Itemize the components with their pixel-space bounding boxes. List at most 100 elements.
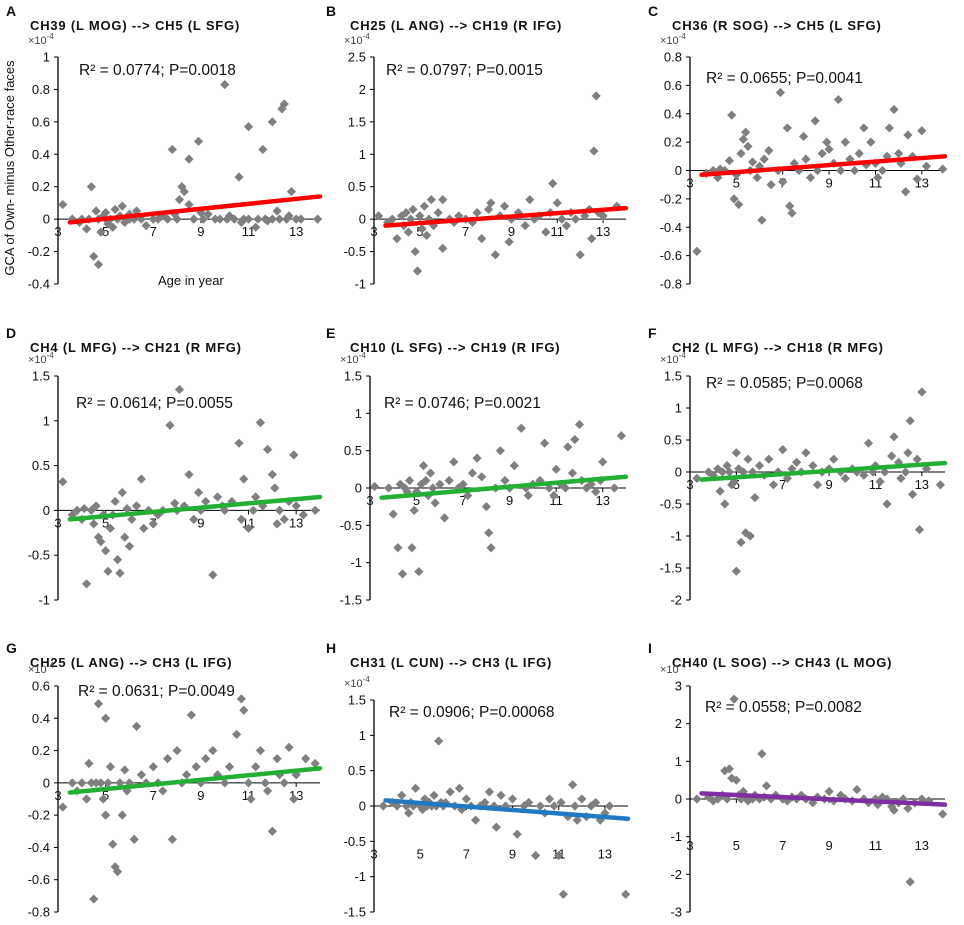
data-point [782, 796, 792, 806]
y-scale-exponent: -4 [47, 351, 55, 360]
data-point [101, 810, 111, 820]
data-point [549, 801, 559, 811]
data-point [507, 794, 518, 804]
data-point [567, 780, 578, 790]
data-point [239, 474, 249, 484]
y-tick-label: -1 [354, 869, 366, 884]
stat-label: R² = 0.0631; P=0.0049 [78, 683, 235, 700]
data-point [229, 214, 239, 224]
data-point [812, 480, 823, 490]
data-point [77, 778, 87, 788]
y-tick-label: 0.5 [664, 433, 682, 448]
y-tick-label: 0.5 [348, 179, 366, 194]
data-point [490, 250, 501, 260]
data-point [84, 758, 94, 769]
x-tick-label: 5 [102, 788, 109, 803]
data-point [404, 808, 414, 818]
data-point [903, 803, 913, 814]
stat-label: R² = 0.0558; P=0.0082 [705, 699, 862, 716]
data-point [894, 457, 904, 467]
y-scale-label: ×10-4 [660, 32, 686, 47]
data-point [203, 209, 213, 219]
data-point [738, 134, 748, 144]
x-tick-label: 3 [54, 224, 61, 239]
data-point [165, 420, 175, 430]
data-point [279, 99, 289, 109]
x-tick-label: 13 [289, 224, 303, 239]
data-point [722, 794, 732, 804]
x-tick-label: 7 [463, 846, 470, 861]
data-point [863, 438, 874, 448]
data-point [708, 796, 718, 806]
data-point [174, 384, 185, 395]
data-point [401, 208, 411, 218]
y-tick-label: 0 [675, 792, 682, 807]
data-point [457, 804, 467, 815]
data-point [903, 448, 913, 458]
data-point [727, 773, 737, 783]
data-point [393, 543, 403, 553]
data-point [260, 778, 270, 788]
data-point [418, 461, 429, 471]
data-point [429, 790, 439, 800]
trend-line [67, 494, 323, 522]
y-tick-label: 0.2 [32, 743, 50, 758]
data-point [277, 104, 287, 114]
data-point [186, 710, 196, 720]
data-point [108, 222, 118, 232]
data-point [561, 221, 572, 231]
y-tick-label: -1 [38, 593, 50, 608]
data-point [729, 694, 739, 704]
panel-letter: B [326, 3, 336, 19]
data-point [808, 461, 818, 471]
data-point [430, 498, 440, 508]
y-tick-label: -0.8 [28, 905, 50, 920]
data-point [747, 157, 758, 167]
y-scale-exponent: -4 [363, 675, 371, 684]
data-point [829, 454, 839, 464]
data-point [587, 234, 597, 244]
data-point [408, 801, 418, 811]
data-point [172, 745, 182, 756]
data-point [531, 850, 541, 861]
data-point [291, 501, 301, 511]
y-tick-label: -1 [350, 555, 362, 570]
data-point [239, 705, 249, 715]
x-tick-label: 13 [598, 846, 612, 861]
y-tick-label: 0.6 [32, 114, 50, 129]
data-point [404, 475, 415, 486]
data-point [232, 729, 242, 740]
y-tick-label: 1.5 [344, 369, 362, 384]
x-tick-label: 7 [779, 838, 786, 853]
x-tick-label: 3 [366, 493, 373, 508]
y-tick-label: 1 [43, 413, 50, 428]
data-point [798, 131, 809, 142]
x-tick-label: 9 [825, 477, 832, 492]
data-point [81, 794, 92, 804]
data-point [421, 475, 431, 486]
y-tick-label: -0.5 [28, 548, 50, 563]
data-point [136, 474, 146, 484]
y-tick-label: -1.5 [344, 905, 366, 920]
data-point [729, 194, 739, 204]
y-tick-label: 1.5 [348, 693, 366, 708]
data-point [412, 266, 423, 276]
x-tick-label: 5 [102, 515, 109, 530]
x-tick-label: 9 [508, 224, 515, 239]
data-point [274, 505, 285, 515]
data-point [900, 467, 911, 477]
data-point [182, 770, 192, 780]
y-tick-label: -2 [670, 593, 682, 608]
panel-letter: D [6, 325, 16, 341]
data-point [384, 483, 394, 493]
data-point [397, 569, 408, 579]
data-point [882, 499, 892, 509]
data-point [801, 154, 811, 164]
data-point [428, 483, 438, 493]
y-tick-label: -0.2 [660, 191, 682, 206]
data-point [938, 809, 948, 819]
data-point [179, 186, 189, 197]
data-point [86, 778, 96, 788]
data-point [822, 137, 832, 147]
data-point [524, 797, 534, 808]
